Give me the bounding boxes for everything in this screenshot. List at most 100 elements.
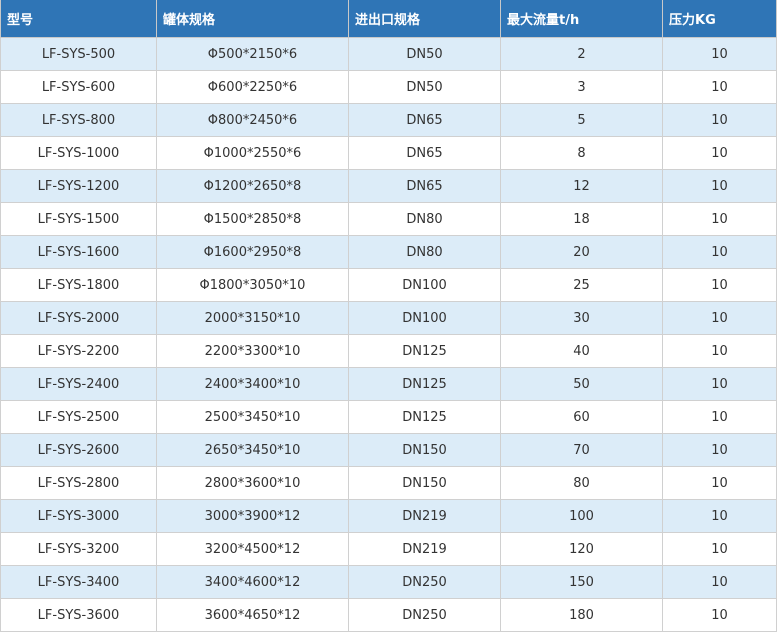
cell-inlet-outlet: DN150 xyxy=(348,466,501,500)
cell-inlet-outlet: DN100 xyxy=(348,268,501,302)
cell-tank-spec: 3600*4650*12 xyxy=(156,598,349,632)
cell-inlet-outlet: DN125 xyxy=(348,400,501,434)
cell-inlet-outlet: DN65 xyxy=(348,136,501,170)
cell-pressure: 10 xyxy=(662,499,777,533)
cell-inlet-outlet: DN100 xyxy=(348,301,501,335)
header-pressure: 压力KG xyxy=(662,0,777,38)
cell-tank-spec: Φ1800*3050*10 xyxy=(156,268,349,302)
cell-pressure: 10 xyxy=(662,565,777,599)
cell-tank-spec: 3200*4500*12 xyxy=(156,532,349,566)
header-model: 型号 xyxy=(0,0,157,38)
cell-model: LF-SYS-2200 xyxy=(0,334,157,368)
cell-model: LF-SYS-600 xyxy=(0,70,157,104)
cell-max-flow: 120 xyxy=(500,532,663,566)
cell-max-flow: 18 xyxy=(500,202,663,236)
cell-pressure: 10 xyxy=(662,532,777,566)
cell-tank-spec: 2200*3300*10 xyxy=(156,334,349,368)
cell-max-flow: 25 xyxy=(500,268,663,302)
cell-model: LF-SYS-2600 xyxy=(0,433,157,467)
cell-max-flow: 3 xyxy=(500,70,663,104)
cell-model: LF-SYS-1200 xyxy=(0,169,157,203)
cell-model: LF-SYS-3200 xyxy=(0,532,157,566)
cell-model: LF-SYS-800 xyxy=(0,103,157,137)
cell-tank-spec: Φ1200*2650*8 xyxy=(156,169,349,203)
cell-pressure: 10 xyxy=(662,466,777,500)
table-row: LF-SYS-1600 Φ1600*2950*8 DN80 20 10 xyxy=(0,235,777,269)
cell-inlet-outlet: DN65 xyxy=(348,169,501,203)
cell-tank-spec: Φ1500*2850*8 xyxy=(156,202,349,236)
cell-inlet-outlet: DN65 xyxy=(348,103,501,137)
table-row: LF-SYS-2800 2800*3600*10 DN150 80 10 xyxy=(0,466,777,500)
cell-inlet-outlet: DN80 xyxy=(348,235,501,269)
table-row: LF-SYS-1200 Φ1200*2650*8 DN65 12 10 xyxy=(0,169,777,203)
cell-model: LF-SYS-2500 xyxy=(0,400,157,434)
cell-model: LF-SYS-500 xyxy=(0,37,157,71)
cell-inlet-outlet: DN219 xyxy=(348,532,501,566)
table-row: LF-SYS-2500 2500*3450*10 DN125 60 10 xyxy=(0,400,777,434)
cell-pressure: 10 xyxy=(662,103,777,137)
cell-max-flow: 150 xyxy=(500,565,663,599)
cell-tank-spec: 2500*3450*10 xyxy=(156,400,349,434)
cell-pressure: 10 xyxy=(662,70,777,104)
table-row: LF-SYS-3600 3600*4650*12 DN250 180 10 xyxy=(0,598,777,632)
cell-tank-spec: 2650*3450*10 xyxy=(156,433,349,467)
cell-pressure: 10 xyxy=(662,433,777,467)
cell-tank-spec: 2400*3400*10 xyxy=(156,367,349,401)
cell-model: LF-SYS-3000 xyxy=(0,499,157,533)
cell-pressure: 10 xyxy=(662,301,777,335)
cell-max-flow: 60 xyxy=(500,400,663,434)
cell-inlet-outlet: DN125 xyxy=(348,367,501,401)
cell-tank-spec: Φ1000*2550*6 xyxy=(156,136,349,170)
table-body: LF-SYS-500 Φ500*2150*6 DN50 2 10 LF-SYS-600 Φ6… xyxy=(0,37,777,632)
cell-pressure: 10 xyxy=(662,235,777,269)
cell-pressure: 10 xyxy=(662,169,777,203)
cell-tank-spec: Φ500*2150*6 xyxy=(156,37,349,71)
cell-pressure: 10 xyxy=(662,400,777,434)
table-header-row: 型号 罐体规格 进出口规格 最大流量t/h 压力KG xyxy=(0,0,777,38)
cell-tank-spec: 2800*3600*10 xyxy=(156,466,349,500)
table-row: LF-SYS-500 Φ500*2150*6 DN50 2 10 xyxy=(0,37,777,71)
cell-inlet-outlet: DN250 xyxy=(348,598,501,632)
table-row: LF-SYS-2400 2400*3400*10 DN125 50 10 xyxy=(0,367,777,401)
cell-tank-spec: 3400*4600*12 xyxy=(156,565,349,599)
cell-tank-spec: 2000*3150*10 xyxy=(156,301,349,335)
header-tank-spec: 罐体规格 xyxy=(156,0,349,38)
table-row: LF-SYS-1000 Φ1000*2550*6 DN65 8 10 xyxy=(0,136,777,170)
cell-inlet-outlet: DN50 xyxy=(348,70,501,104)
header-inlet-outlet-spec: 进出口规格 xyxy=(348,0,501,38)
cell-tank-spec: Φ1600*2950*8 xyxy=(156,235,349,269)
table-row: LF-SYS-3400 3400*4600*12 DN250 150 10 xyxy=(0,565,777,599)
table-row: LF-SYS-3000 3000*3900*12 DN219 100 10 xyxy=(0,499,777,533)
cell-inlet-outlet: DN50 xyxy=(348,37,501,71)
cell-tank-spec: Φ800*2450*6 xyxy=(156,103,349,137)
cell-max-flow: 12 xyxy=(500,169,663,203)
table-row: LF-SYS-2200 2200*3300*10 DN125 40 10 xyxy=(0,334,777,368)
cell-model: LF-SYS-2000 xyxy=(0,301,157,335)
table-row: LF-SYS-600 Φ600*2250*6 DN50 3 10 xyxy=(0,70,777,104)
cell-max-flow: 2 xyxy=(500,37,663,71)
cell-model: LF-SYS-1500 xyxy=(0,202,157,236)
cell-pressure: 10 xyxy=(662,334,777,368)
cell-model: LF-SYS-2800 xyxy=(0,466,157,500)
cell-pressure: 10 xyxy=(662,202,777,236)
cell-max-flow: 40 xyxy=(500,334,663,368)
cell-tank-spec: Φ600*2250*6 xyxy=(156,70,349,104)
table-row: LF-SYS-2000 2000*3150*10 DN100 30 10 xyxy=(0,301,777,335)
cell-pressure: 10 xyxy=(662,268,777,302)
cell-max-flow: 50 xyxy=(500,367,663,401)
cell-pressure: 10 xyxy=(662,598,777,632)
cell-tank-spec: 3000*3900*12 xyxy=(156,499,349,533)
cell-inlet-outlet: DN150 xyxy=(348,433,501,467)
table-row: LF-SYS-1500 Φ1500*2850*8 DN80 18 10 xyxy=(0,202,777,236)
cell-max-flow: 20 xyxy=(500,235,663,269)
cell-max-flow: 80 xyxy=(500,466,663,500)
cell-pressure: 10 xyxy=(662,136,777,170)
cell-model: LF-SYS-3400 xyxy=(0,565,157,599)
cell-pressure: 10 xyxy=(662,367,777,401)
cell-inlet-outlet: DN125 xyxy=(348,334,501,368)
cell-model: LF-SYS-1800 xyxy=(0,268,157,302)
table-row: LF-SYS-3200 3200*4500*12 DN219 120 10 xyxy=(0,532,777,566)
cell-model: LF-SYS-1000 xyxy=(0,136,157,170)
cell-model: LF-SYS-2400 xyxy=(0,367,157,401)
